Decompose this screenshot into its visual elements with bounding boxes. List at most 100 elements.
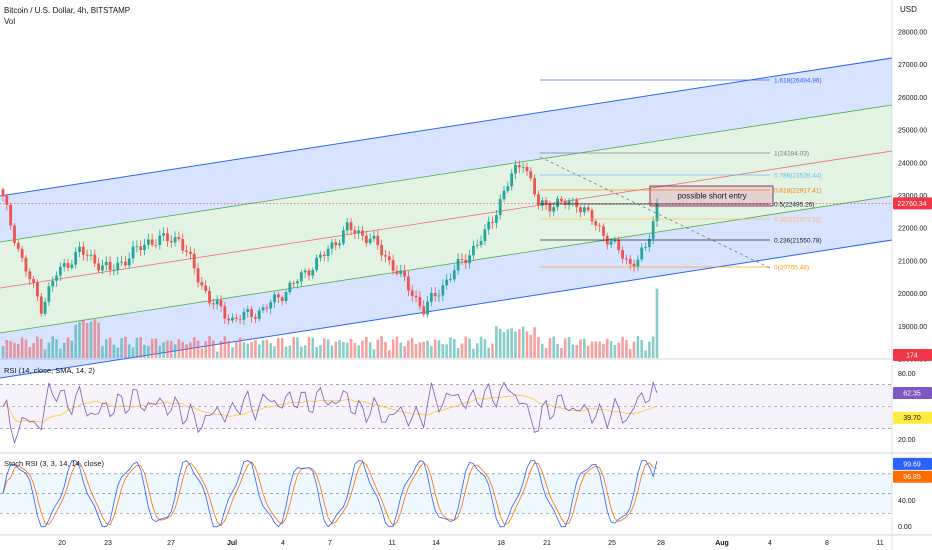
volume-bar <box>303 345 307 358</box>
volume-bar <box>234 341 238 358</box>
candle-body <box>376 235 380 245</box>
volume-bar <box>32 343 35 358</box>
stoch-k-line <box>2 460 658 528</box>
candle-body <box>227 318 231 321</box>
candle-body <box>357 230 361 234</box>
volume-bar <box>357 345 360 358</box>
candle-body <box>548 204 552 212</box>
volume-bar <box>518 329 521 358</box>
candle-body <box>70 264 74 268</box>
volume-bar <box>78 322 81 358</box>
volume-bar <box>277 338 280 358</box>
candle-body <box>181 238 185 251</box>
volume-bar <box>628 349 632 358</box>
volume-bar <box>403 346 406 358</box>
candle-body <box>510 173 514 187</box>
volume-bar <box>426 340 429 358</box>
candle-body <box>219 300 223 307</box>
volume-bar <box>433 339 437 358</box>
volume-bar <box>173 344 177 358</box>
candle-body <box>418 297 422 307</box>
time-tick-label: 14 <box>432 540 440 547</box>
volume-bar <box>24 339 28 358</box>
candle-body <box>644 247 647 248</box>
volume-bar <box>284 346 288 358</box>
volume-bar <box>120 338 123 358</box>
candle-body <box>16 242 20 249</box>
candle-body <box>123 261 127 266</box>
volume-bar <box>139 337 142 358</box>
candle-body <box>598 225 602 227</box>
volume-bar <box>36 336 39 358</box>
volume-bar <box>475 343 479 358</box>
candle-body <box>338 243 341 246</box>
time-tick-label: 11 <box>388 540 395 547</box>
candle-body <box>85 254 89 256</box>
volume-bar <box>410 338 414 358</box>
volume-bar <box>384 342 387 358</box>
volume-bar <box>1 346 5 358</box>
volume-bar <box>196 340 200 358</box>
volume-bar <box>625 340 628 358</box>
candle-body <box>120 261 123 263</box>
volume-bar <box>365 336 368 358</box>
candle-body <box>345 222 349 231</box>
volume-bar <box>204 341 208 358</box>
regression-channel <box>0 57 893 379</box>
candle-body <box>372 235 376 239</box>
volume-bar <box>70 340 74 358</box>
volume-bar <box>571 344 575 358</box>
fib-retracement <box>539 79 771 269</box>
fib-level-label: 1.618(26494.96) <box>774 78 822 85</box>
volume-bar <box>632 341 636 358</box>
candle-body <box>590 210 594 222</box>
volume-bar <box>181 341 185 358</box>
candle-body <box>353 230 357 234</box>
time-tick-label: 25 <box>608 540 616 547</box>
candle-body <box>647 238 651 248</box>
candle-body <box>292 282 296 284</box>
volume-bar <box>9 341 12 358</box>
time-tick-label: 4 <box>281 540 285 547</box>
volume-bar <box>280 338 284 358</box>
time-tick-label: 21 <box>543 540 551 547</box>
volume-bar <box>495 326 498 358</box>
volume-bar <box>407 340 410 358</box>
candle-body <box>433 292 437 297</box>
volume-bar <box>147 346 150 358</box>
candle-body <box>28 271 32 280</box>
candle-body <box>104 261 108 266</box>
volume-bar <box>540 343 544 358</box>
volume-bar <box>418 342 422 358</box>
candle-body <box>625 258 628 260</box>
fib-level-label: 1(24284.03) <box>774 151 809 158</box>
candle-body <box>617 239 621 251</box>
candle-body <box>166 233 169 242</box>
svg-text:96.85: 96.85 <box>903 474 921 481</box>
candle-body <box>479 240 483 245</box>
candle-body <box>468 255 471 264</box>
svg-text:62.35: 62.35 <box>903 391 921 398</box>
time-tick-label: 23 <box>104 540 112 547</box>
candle-body <box>223 306 227 319</box>
volume-bar <box>265 339 269 358</box>
candle-body <box>540 200 544 206</box>
volume-bar <box>353 343 357 358</box>
candle-body <box>494 215 498 223</box>
volume-bar <box>20 337 24 358</box>
volume-bar <box>273 346 276 358</box>
candle-body <box>112 269 116 271</box>
volume-bar <box>594 341 598 358</box>
candle-body <box>131 246 135 259</box>
volume-bar <box>238 337 242 358</box>
volume-bar <box>617 342 621 358</box>
rsi-label: RSI (14, close, SMA, 14, 2) <box>4 366 95 375</box>
candle-body <box>437 295 441 297</box>
volume-bar <box>185 344 188 358</box>
candle-body <box>498 199 502 216</box>
candle-body <box>602 226 605 236</box>
volume-bar <box>74 324 77 358</box>
volume-bar <box>55 339 58 358</box>
time-tick-label: 27 <box>167 540 175 547</box>
